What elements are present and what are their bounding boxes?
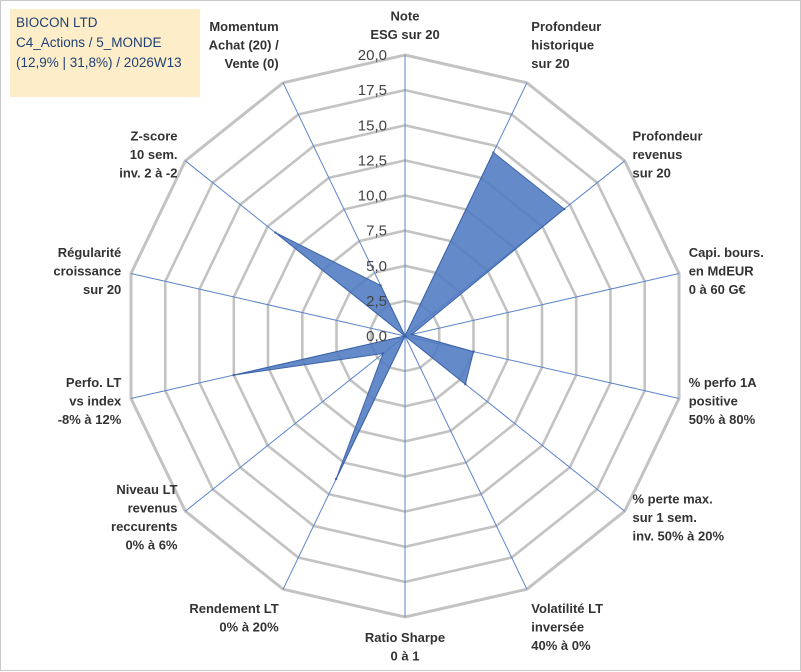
axis-label-0-line-1: ESG sur 20 <box>370 27 439 42</box>
series-area <box>233 152 565 480</box>
axis-label-10-line-2: -8% à 12% <box>58 412 122 427</box>
axis-label-1-line-2: sur 20 <box>531 56 569 71</box>
axis-label-13: Momentum Achat (20) / Vente (0) <box>209 19 279 71</box>
tick-label-2: 5,0 <box>366 258 387 275</box>
axis-label-9-line-2: reccurents <box>111 519 177 534</box>
axis-label-10: Perfo. LT vs index -8% à 12% <box>58 375 122 427</box>
axis-label-5-line-1: sur 1 sem. <box>633 510 697 525</box>
tick-label-1: 2,5 <box>366 293 387 310</box>
axis-label-6: Volatilité LT inversée 40% à 0% <box>531 601 603 653</box>
tick-label-4: 10,0 <box>358 188 387 205</box>
axis-label-11-line-1: croissance <box>53 264 121 279</box>
axis-label-6-line-0: Volatilité LT <box>531 601 603 616</box>
tick-label-3: 7,5 <box>366 223 387 240</box>
axis-label-1-line-1: historique <box>531 37 594 52</box>
axis-label-0: Note ESG sur 20 <box>370 9 439 43</box>
axis-label-4-line-1: positive <box>689 393 738 408</box>
axis-label-9: Niveau LT revenus reccurents 0% à 6% <box>111 482 178 553</box>
axis-label-3-line-0: Capi. bours. <box>689 245 764 260</box>
axis-label-2-line-1: revenus <box>633 147 683 162</box>
radar-axis-labels: Note ESG sur 20 Profondeur historique sur 20… <box>53 9 763 664</box>
spoke-9 <box>184 335 406 512</box>
axis-label-3-line-2: 0 à 60 G€ <box>689 282 746 297</box>
axis-label-7-line-1: 0 à 1 <box>391 649 420 664</box>
series-point-13 <box>379 284 382 287</box>
axis-label-13-line-0: Momentum <box>209 19 278 34</box>
axis-label-6-line-2: 40% à 0% <box>531 638 591 653</box>
tick-label-0: 0,0 <box>366 328 387 345</box>
tick-label-8: 20,0 <box>358 47 387 64</box>
series-point-8 <box>334 477 338 481</box>
spoke-6 <box>404 335 528 590</box>
axis-label-9-line-0: Niveau LT <box>116 482 177 497</box>
radar-tick-labels: 0,0 2,5 5,0 7,5 10,0 12,5 15,0 17,5 20,0 <box>358 47 387 345</box>
axis-label-10-line-1: vs index <box>69 393 122 408</box>
title-line-stats: (12,9% | 31,8%) / 2026W13 <box>16 55 182 70</box>
axis-label-11: Régularité croissance sur 20 <box>53 245 121 297</box>
axis-label-2-line-2: sur 20 <box>633 166 671 181</box>
axis-label-9-line-3: 0% à 6% <box>125 538 177 553</box>
axis-label-4-line-0: % perfo 1A <box>689 375 758 390</box>
axis-label-7: Ratio Sharpe 0 à 1 <box>365 630 445 664</box>
axis-label-3-line-1: en MdEUR <box>689 264 755 279</box>
series-point-12 <box>274 231 277 234</box>
axis-label-1-line-0: Profondeur <box>531 19 601 34</box>
radar-series <box>232 151 566 481</box>
series-point-4 <box>472 350 475 353</box>
chart-title-box: BIOCON LTD C4_Actions / 5_MONDE (12,9% |… <box>10 9 200 97</box>
axis-label-8-line-1: 0% à 20% <box>219 620 279 635</box>
axis-label-12-line-0: Z-score <box>131 129 178 144</box>
axis-label-12-line-2: inv. 2 à -2 <box>119 166 177 181</box>
series-point-5 <box>464 383 467 386</box>
tick-label-7: 17,5 <box>358 82 387 99</box>
axis-label-5-line-2: inv. 50% à 20% <box>633 528 725 543</box>
axis-label-7-line-0: Ratio Sharpe <box>365 630 445 645</box>
spoke-3 <box>404 273 680 337</box>
axis-label-8: Rendement LT 0% à 20% <box>189 601 279 635</box>
axis-label-13-line-1: Achat (20) / <box>209 37 279 52</box>
title-line-company: BIOCON LTD <box>16 15 98 30</box>
axis-label-11-line-0: Régularité <box>58 245 122 260</box>
axis-label-13-line-2: Vente (0) <box>225 56 279 71</box>
tick-label-6: 15,0 <box>358 117 387 134</box>
axis-label-4: % perfo 1A positive 50% à 80% <box>689 375 758 427</box>
axis-label-8-line-0: Rendement LT <box>189 601 278 616</box>
series-point-10 <box>232 373 235 377</box>
series-point-1 <box>492 151 495 154</box>
tick-label-5: 12,5 <box>358 152 387 169</box>
title-line-category: C4_Actions / 5_MONDE <box>16 35 162 50</box>
axis-label-6-line-1: inversée <box>531 620 584 635</box>
axis-label-10-line-0: Perfo. LT <box>66 375 121 390</box>
series-point-2 <box>563 207 566 211</box>
axis-label-2: Profondeur revenus sur 20 <box>633 129 703 181</box>
axis-label-2-line-0: Profondeur <box>633 129 703 144</box>
series-point-11 <box>403 334 407 338</box>
axis-label-0-line-0: Note <box>391 9 420 24</box>
axis-label-12: Z-score 10 sem. inv. 2 à -2 <box>119 129 177 181</box>
axis-label-12-line-1: 10 sem. <box>130 147 178 162</box>
series-point-3 <box>410 333 413 336</box>
axis-label-3: Capi. bours. en MdEUR 0 à 60 G€ <box>689 245 764 297</box>
axis-label-11-line-2: sur 20 <box>83 282 121 297</box>
axis-label-5-line-0: % perte max. <box>633 491 713 506</box>
axis-label-1: Profondeur historique sur 20 <box>531 19 601 71</box>
spoke-11 <box>130 273 406 337</box>
axis-label-4-line-2: 50% à 80% <box>689 412 756 427</box>
axis-label-9-line-1: revenus <box>128 501 178 516</box>
series-point-9 <box>381 352 385 355</box>
axis-label-5: % perte max. sur 1 sem. inv. 50% à 20% <box>633 491 725 543</box>
